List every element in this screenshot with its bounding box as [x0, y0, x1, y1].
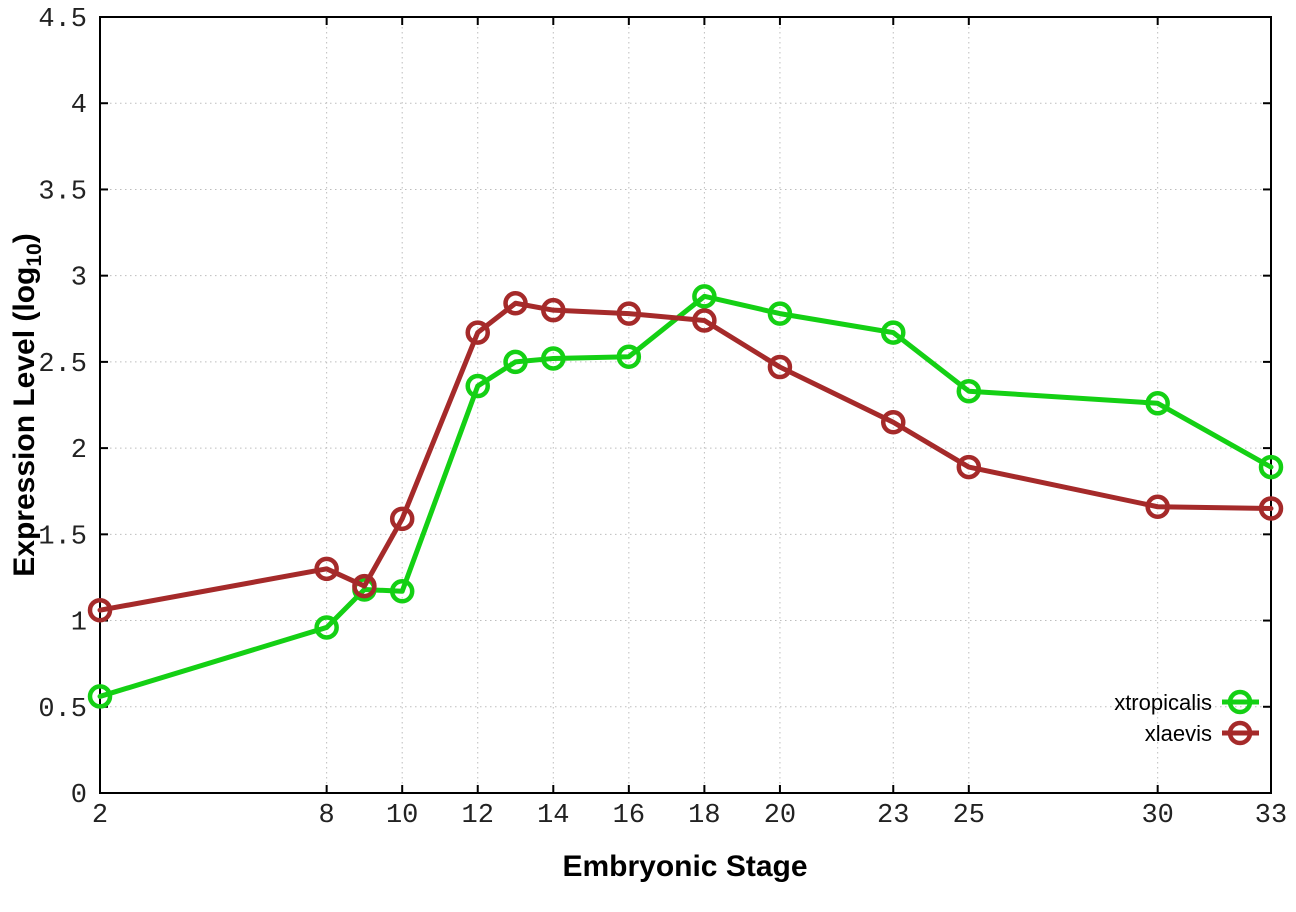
- data-point-xlaevis: [1145, 494, 1170, 519]
- data-point-xlaevis: [616, 301, 642, 326]
- legend-entry-xtropicalis: xtropicalis: [1114, 689, 1259, 715]
- data-point-xtropicalis: [389, 578, 415, 604]
- x-tick-labels: 2 8 10 12 14 16 18 20 23 25 30 33: [92, 801, 1287, 831]
- x-tick-label: 30: [1141, 801, 1173, 831]
- data-point-xlaevis: [956, 454, 982, 480]
- legend-marker-xlaevis: [1227, 720, 1253, 746]
- x-axis-title: Embryonic Stage: [562, 850, 807, 883]
- data-point-xlaevis: [352, 573, 377, 599]
- x-tick-label: 25: [953, 801, 985, 831]
- legend: xtropicalis xlaevis: [1114, 689, 1259, 746]
- data-point-xlaevis: [465, 320, 490, 345]
- y-tick-labels: 0 0.5 1 1.5 2 2.5 3 3.5 4 4.5: [38, 5, 87, 811]
- legend-label-xtropicalis: xtropicalis: [1114, 690, 1212, 715]
- data-point-xlaevis: [541, 297, 566, 323]
- y-tick-label: 3: [71, 264, 87, 294]
- data-point-xtropicalis: [314, 615, 339, 640]
- y-tick-label: 0.5: [38, 695, 87, 725]
- data-point-xtropicalis: [465, 373, 490, 399]
- y-tick-label: 3.5: [38, 177, 87, 207]
- y-tick-label: 1.5: [38, 522, 87, 552]
- x-tick-label: 16: [613, 801, 645, 831]
- x-tick-label: 20: [764, 801, 796, 831]
- series-line-xtropicalis: [97, 293, 1274, 699]
- plot-border: [99, 16, 1272, 794]
- legend-label-xlaevis: xlaevis: [1145, 721, 1212, 746]
- series-line-xlaevis: [97, 300, 1274, 613]
- x-tick-label: 10: [386, 801, 418, 831]
- x-tick-label: 14: [537, 801, 569, 831]
- data-point-xlaevis: [389, 506, 415, 532]
- data-point-xlaevis: [881, 409, 906, 435]
- data-point-xtropicalis: [1145, 391, 1170, 416]
- legend-entry-xlaevis: xlaevis: [1145, 720, 1259, 746]
- data-point-xlaevis: [87, 597, 113, 623]
- data-point-xtropicalis: [881, 320, 906, 345]
- y-tick-label: 2.5: [38, 350, 87, 380]
- y-tick-label: 1: [71, 609, 87, 639]
- x-tick-label: 12: [462, 801, 494, 831]
- y-tick-label: 4: [71, 91, 87, 121]
- y-tick-label: 4.5: [38, 5, 87, 35]
- data-point-xtropicalis: [956, 378, 982, 404]
- data-point-xtropicalis: [692, 284, 717, 309]
- data-point-xlaevis: [767, 354, 793, 380]
- y-axis-title: Expression Level (log10): [8, 233, 46, 576]
- data-point-xlaevis: [314, 556, 339, 582]
- y-tick-label: 0: [71, 781, 87, 811]
- border-rect: [99, 16, 1272, 794]
- x-tick-label: 18: [688, 801, 720, 831]
- y-tick-label: 2: [71, 436, 87, 466]
- data-point-xlaevis: [1258, 496, 1284, 521]
- data-point-xtropicalis: [541, 346, 566, 371]
- data-point-xtropicalis: [616, 344, 642, 369]
- x-tick-label: 2: [92, 801, 108, 831]
- data-point-xtropicalis: [767, 301, 793, 326]
- data-point-xtropicalis: [503, 349, 528, 375]
- data-series: [87, 284, 1284, 709]
- x-tick-label: 33: [1255, 801, 1287, 831]
- data-point-xtropicalis: [87, 684, 113, 709]
- legend-marker-xtropicalis: [1227, 689, 1253, 715]
- data-point-xlaevis: [692, 308, 717, 333]
- gridlines: [100, 17, 1271, 793]
- svg-text:Expression Level (log10): Expression Level (log10): [8, 233, 46, 576]
- x-tick-label: 8: [319, 801, 335, 831]
- data-point-xlaevis: [503, 291, 528, 316]
- series-xlaevis: [87, 291, 1284, 623]
- tick-marks: [99, 16, 1272, 794]
- data-point-xtropicalis: [1258, 454, 1284, 480]
- x-tick-label: 23: [877, 801, 909, 831]
